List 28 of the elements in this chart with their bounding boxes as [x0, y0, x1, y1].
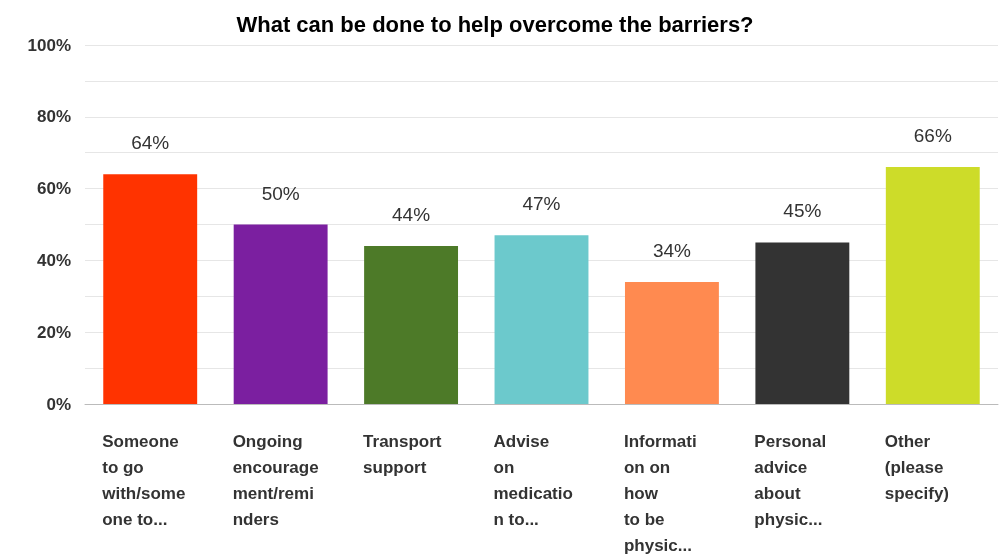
- bar: [103, 174, 198, 404]
- data-label: 34%: [652, 239, 692, 261]
- x-tick-label: Personal advice about physic...: [754, 431, 827, 529]
- bar: [233, 224, 328, 404]
- chart-title: What can be done to help overcome the barriers?: [236, 11, 754, 37]
- y-tick-label: 100%: [27, 35, 71, 55]
- y-tick-label: 40%: [36, 250, 71, 270]
- data-label: 64%: [131, 132, 170, 154]
- bar: [494, 235, 589, 404]
- data-label: 50%: [261, 182, 300, 204]
- y-tick-label: 0%: [46, 394, 71, 414]
- x-tick-label: Advise on medicatio n to...: [493, 431, 573, 529]
- data-label: 44%: [392, 204, 431, 226]
- bar: [755, 242, 850, 404]
- x-tick-label: Ongoing encourage ment/remi nders: [232, 431, 319, 529]
- x-tick-label: Other (please specify): [884, 431, 950, 503]
- data-label: 47%: [522, 193, 561, 215]
- y-tick-label: 20%: [36, 322, 71, 342]
- y-tick-label: 80%: [36, 107, 71, 127]
- x-tick-label: Informati on on how to be physic...: [623, 431, 697, 555]
- y-tick-label: 60%: [36, 179, 71, 199]
- bar: [364, 246, 459, 404]
- bar: [624, 281, 719, 404]
- data-label: 45%: [783, 200, 822, 222]
- data-label: 66%: [913, 125, 952, 147]
- x-tick-label: Someone to go with/some one to...: [101, 431, 186, 529]
- bar: [885, 167, 980, 404]
- x-tick-label: Transport support: [363, 431, 442, 477]
